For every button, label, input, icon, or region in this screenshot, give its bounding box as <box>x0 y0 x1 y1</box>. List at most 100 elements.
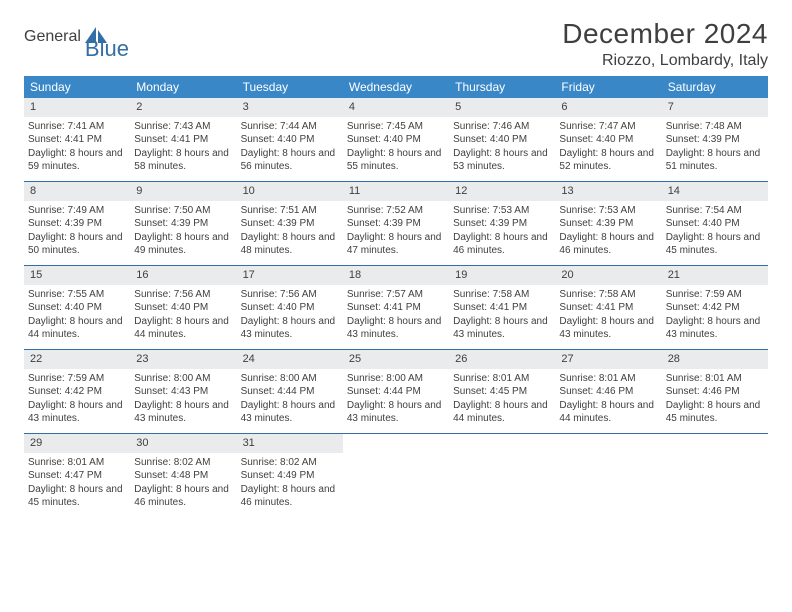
day-number: 26 <box>449 350 555 369</box>
sunset-line: Sunset: 4:40 PM <box>28 301 126 315</box>
sunset-line: Sunset: 4:41 PM <box>28 133 126 147</box>
sunset-line: Sunset: 4:44 PM <box>347 385 445 399</box>
sunrise-line: Sunrise: 7:56 AM <box>134 288 232 302</box>
daylight-line: Daylight: 8 hours and 43 minutes. <box>28 399 126 426</box>
sunset-line: Sunset: 4:44 PM <box>241 385 339 399</box>
title-block: December 2024 Riozzo, Lombardy, Italy <box>562 18 768 70</box>
day-number: 17 <box>237 266 343 285</box>
logo-text-general: General <box>24 28 81 46</box>
sunset-line: Sunset: 4:46 PM <box>559 385 657 399</box>
calendar-cell: 14 Sunrise: 7:54 AMSunset: 4:40 PMDayligh… <box>662 182 768 265</box>
daylight-line: Daylight: 8 hours and 44 minutes. <box>134 315 232 342</box>
day-number: 11 <box>343 182 449 201</box>
calendar-cell: 7Sunrise: 7:48 AMSunset: 4:39 PMDaylight… <box>662 98 768 181</box>
dow-saturday: Saturday <box>662 76 768 98</box>
calendar-cell: 26 Sunrise: 8:01 AMSunset: 4:45 PMDayligh… <box>449 350 555 433</box>
daylight-line: Daylight: 8 hours and 53 minutes. <box>453 147 551 174</box>
sunset-line: Sunset: 4:42 PM <box>666 301 764 315</box>
sunset-line: Sunset: 4:39 PM <box>559 217 657 231</box>
calendar-cell: 9Sunrise: 7:50 AMSunset: 4:39 PMDaylight… <box>130 182 236 265</box>
sunset-line: Sunset: 4:39 PM <box>347 217 445 231</box>
sunset-line: Sunset: 4:49 PM <box>241 469 339 483</box>
day-number: 23 <box>130 350 236 369</box>
sunset-line: Sunset: 4:40 PM <box>241 301 339 315</box>
day-number: 24 <box>237 350 343 369</box>
calendar-cell <box>555 434 661 518</box>
sunrise-line: Sunrise: 7:49 AM <box>28 204 126 218</box>
calendar-cell: 3Sunrise: 7:44 AMSunset: 4:40 PMDaylight… <box>237 98 343 181</box>
calendar-cell: 31Sunrise: 8:02 AMSunset: 4:49 PMDayligh… <box>237 434 343 518</box>
sunset-line: Sunset: 4:40 PM <box>559 133 657 147</box>
day-number: 7 <box>662 98 768 117</box>
day-number: 13 <box>555 182 661 201</box>
dow-tuesday: Tuesday <box>237 76 343 98</box>
calendar-cell: 23Sunrise: 8:00 AMSunset: 4:43 PMDayligh… <box>130 350 236 433</box>
sunset-line: Sunset: 4:40 PM <box>134 301 232 315</box>
calendar-cell: 20Sunrise: 7:58 AMSunset: 4:41 PMDayligh… <box>555 266 661 349</box>
day-number: 28 <box>662 350 768 369</box>
sunset-line: Sunset: 4:45 PM <box>453 385 551 399</box>
sunset-line: Sunset: 4:41 PM <box>347 301 445 315</box>
day-number: 20 <box>555 266 661 285</box>
sunrise-line: Sunrise: 7:58 AM <box>453 288 551 302</box>
sunset-line: Sunset: 4:43 PM <box>134 385 232 399</box>
sunrise-line: Sunrise: 7:58 AM <box>559 288 657 302</box>
sunset-line: Sunset: 4:40 PM <box>666 217 764 231</box>
calendar: Sunday Monday Tuesday Wednesday Thursday… <box>24 76 768 518</box>
calendar-week: 1Sunrise: 7:41 AMSunset: 4:41 PMDaylight… <box>24 98 768 182</box>
sunrise-line: Sunrise: 8:00 AM <box>241 372 339 386</box>
day-number: 2 <box>130 98 236 117</box>
sunrise-line: Sunrise: 7:54 AM <box>666 204 764 218</box>
sunrise-line: Sunrise: 7:52 AM <box>347 204 445 218</box>
sunset-line: Sunset: 4:42 PM <box>28 385 126 399</box>
daylight-line: Daylight: 8 hours and 46 minutes. <box>241 483 339 510</box>
daylight-line: Daylight: 8 hours and 43 minutes. <box>666 315 764 342</box>
daylight-line: Daylight: 8 hours and 55 minutes. <box>347 147 445 174</box>
sunset-line: Sunset: 4:39 PM <box>134 217 232 231</box>
calendar-cell: 1 Sunrise: 7:41 AMSunset: 4:41 PMDaylight… <box>24 98 130 181</box>
calendar-cell: 12Sunrise: 7:53 AMSunset: 4:39 PMDayligh… <box>449 182 555 265</box>
daylight-line: Daylight: 8 hours and 44 minutes. <box>453 399 551 426</box>
daylight-line: Daylight: 8 hours and 56 minutes. <box>241 147 339 174</box>
dow-friday: Friday <box>555 76 661 98</box>
sunset-line: Sunset: 4:41 PM <box>453 301 551 315</box>
daylight-line: Daylight: 8 hours and 44 minutes. <box>559 399 657 426</box>
sunrise-line: Sunrise: 7:45 AM <box>347 120 445 134</box>
day-number: 15 <box>24 266 130 285</box>
calendar-cell: 10Sunrise: 7:51 AMSunset: 4:39 PMDayligh… <box>237 182 343 265</box>
sunrise-line: Sunrise: 7:55 AM <box>28 288 126 302</box>
sunrise-line: Sunrise: 7:59 AM <box>28 372 126 386</box>
sunset-line: Sunset: 4:39 PM <box>241 217 339 231</box>
daylight-line: Daylight: 8 hours and 43 minutes. <box>559 315 657 342</box>
day-number: 9 <box>130 182 236 201</box>
day-number: 14 <box>662 182 768 201</box>
calendar-cell: 16Sunrise: 7:56 AMSunset: 4:40 PMDayligh… <box>130 266 236 349</box>
daylight-line: Daylight: 8 hours and 46 minutes. <box>559 231 657 258</box>
day-number: 22 <box>24 350 130 369</box>
calendar-cell: 27Sunrise: 8:01 AMSunset: 4:46 PMDayligh… <box>555 350 661 433</box>
sunrise-line: Sunrise: 8:01 AM <box>453 372 551 386</box>
calendar-cell: 25Sunrise: 8:00 AMSunset: 4:44 PMDayligh… <box>343 350 449 433</box>
sunset-line: Sunset: 4:39 PM <box>453 217 551 231</box>
sunrise-line: Sunrise: 8:01 AM <box>28 456 126 470</box>
sunrise-line: Sunrise: 7:48 AM <box>666 120 764 134</box>
daylight-line: Daylight: 8 hours and 58 minutes. <box>134 147 232 174</box>
day-of-week-header: Sunday Monday Tuesday Wednesday Thursday… <box>24 76 768 98</box>
sunrise-line: Sunrise: 7:41 AM <box>28 120 126 134</box>
dow-thursday: Thursday <box>449 76 555 98</box>
day-number: 29 <box>24 434 130 453</box>
calendar-cell: 30Sunrise: 8:02 AMSunset: 4:48 PMDayligh… <box>130 434 236 518</box>
calendar-cell: 2Sunrise: 7:43 AMSunset: 4:41 PMDaylight… <box>130 98 236 181</box>
daylight-line: Daylight: 8 hours and 59 minutes. <box>28 147 126 174</box>
daylight-line: Daylight: 8 hours and 51 minutes. <box>666 147 764 174</box>
daylight-line: Daylight: 8 hours and 45 minutes. <box>666 231 764 258</box>
calendar-cell: 6Sunrise: 7:47 AMSunset: 4:40 PMDaylight… <box>555 98 661 181</box>
daylight-line: Daylight: 8 hours and 50 minutes. <box>28 231 126 258</box>
header: General Blue December 2024 Riozzo, Lomba… <box>24 18 768 70</box>
daylight-line: Daylight: 8 hours and 43 minutes. <box>241 399 339 426</box>
daylight-line: Daylight: 8 hours and 45 minutes. <box>28 483 126 510</box>
calendar-cell: 15Sunrise: 7:55 AMSunset: 4:40 PMDayligh… <box>24 266 130 349</box>
calendar-cell: 24 Sunrise: 8:00 AMSunset: 4:44 PMDayligh… <box>237 350 343 433</box>
day-number: 1 <box>24 98 130 117</box>
sunrise-line: Sunrise: 7:43 AM <box>134 120 232 134</box>
